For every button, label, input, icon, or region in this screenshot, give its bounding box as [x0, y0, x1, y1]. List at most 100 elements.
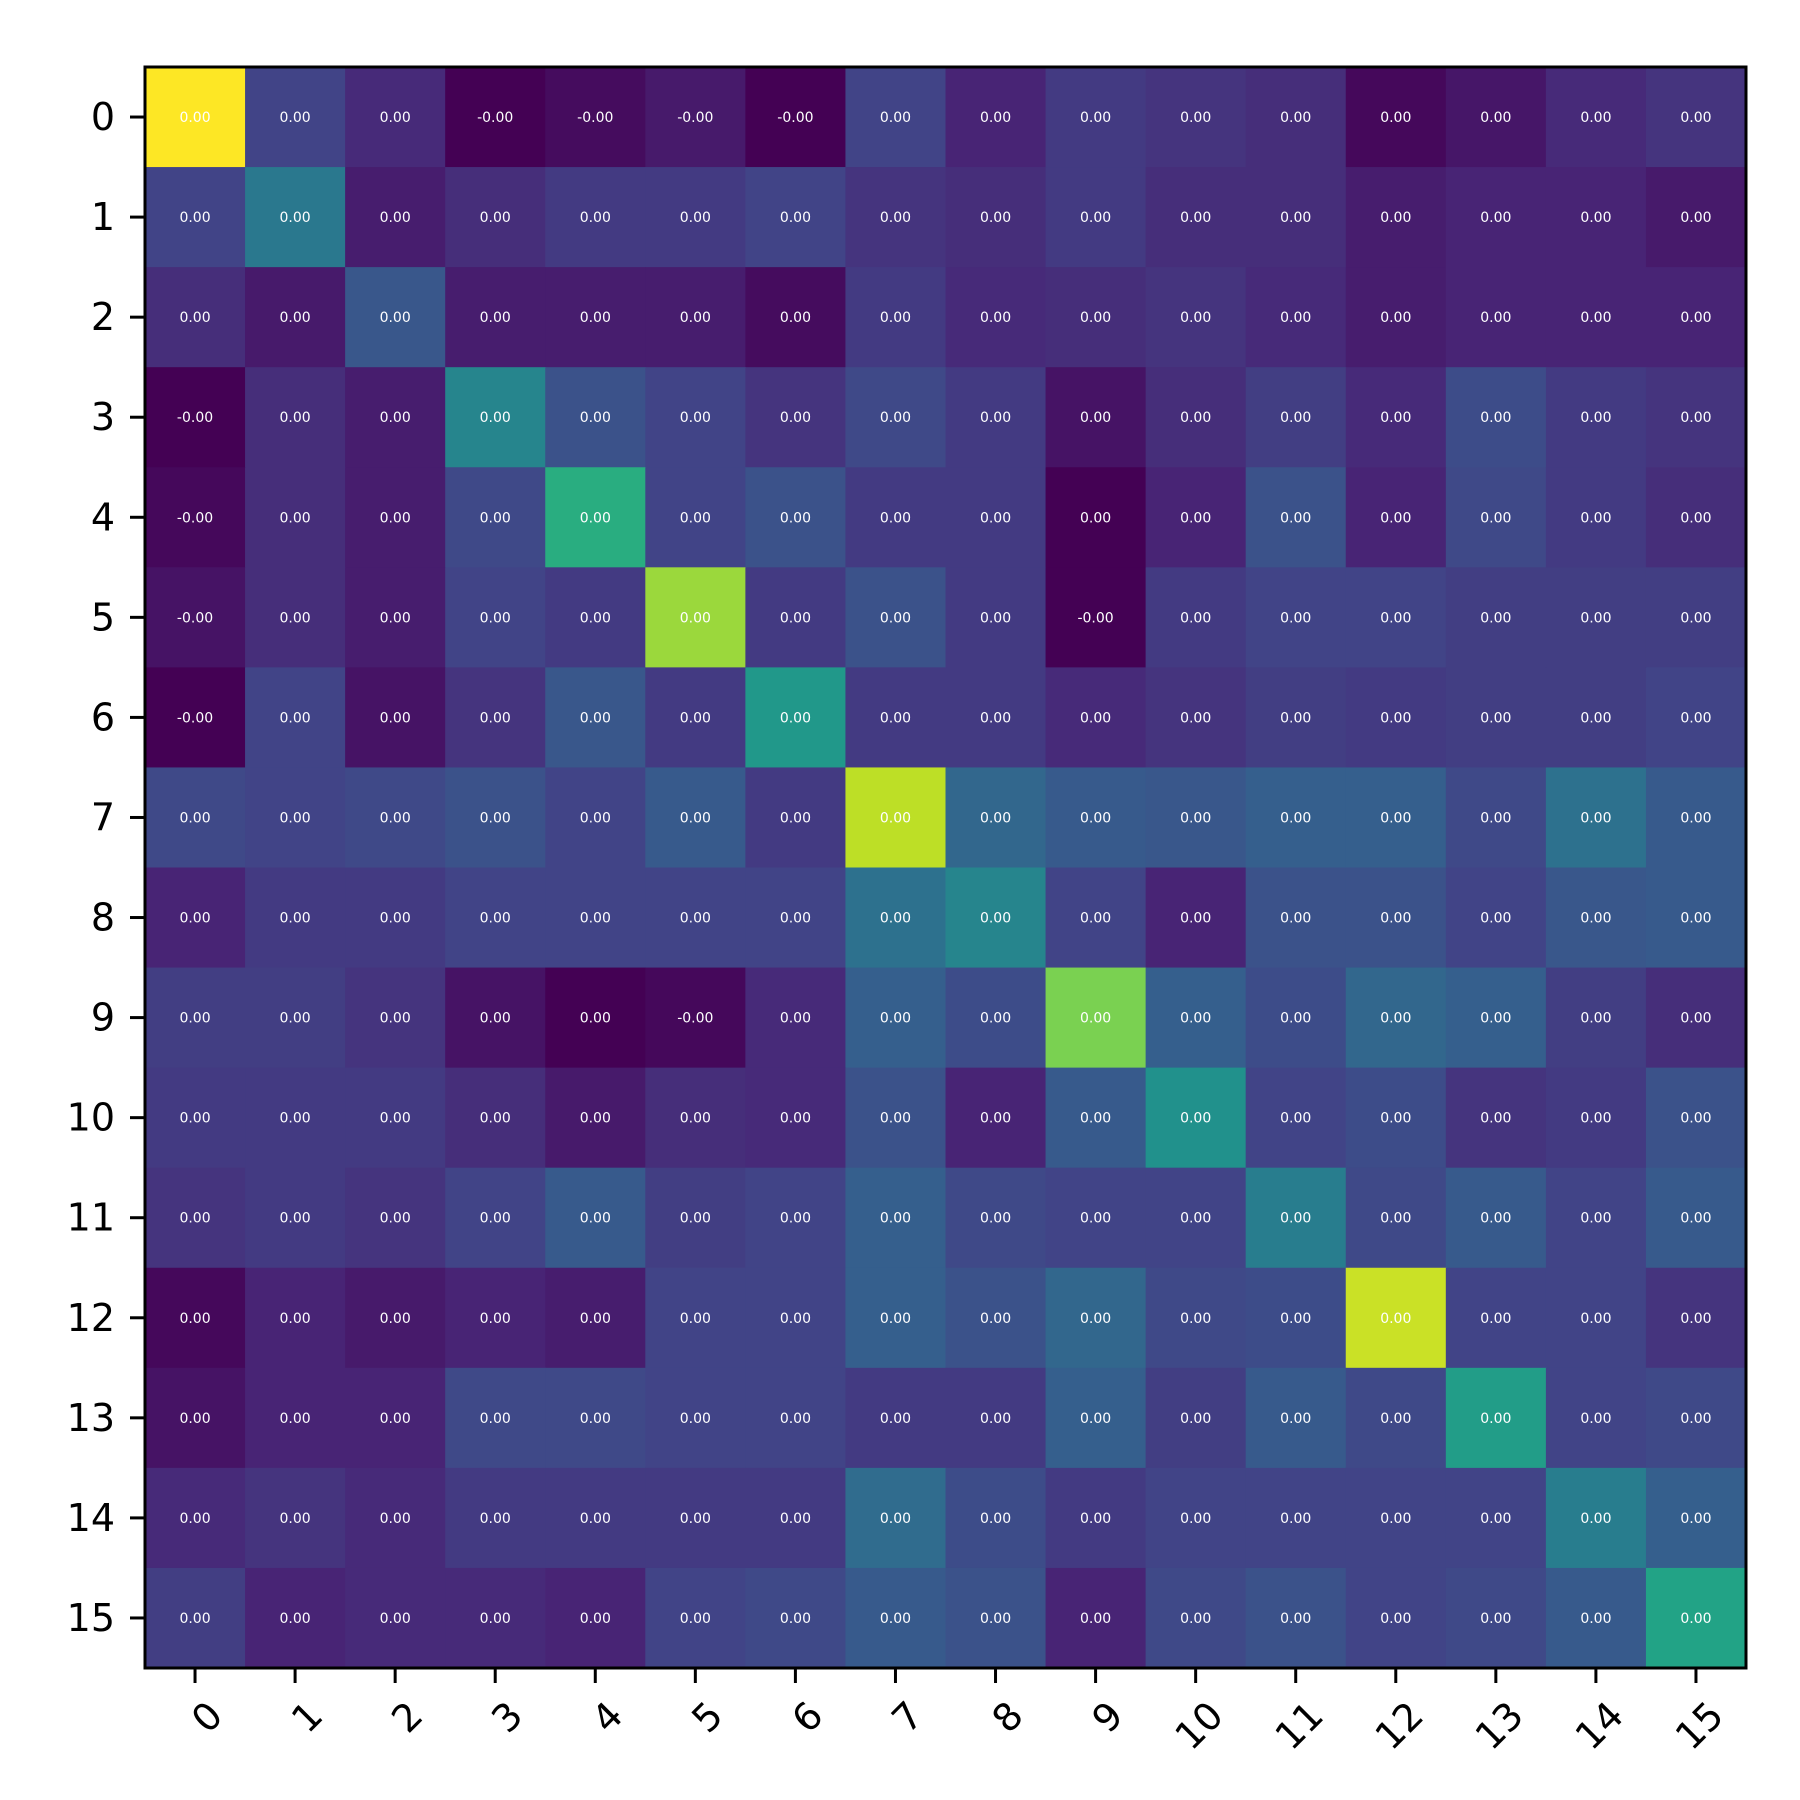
cell-value-label: 0.00 — [780, 1611, 811, 1627]
heatmap-cell — [445, 167, 546, 268]
cell-value-label: 0.00 — [1280, 1411, 1311, 1427]
cell-value-label: 0.00 — [880, 110, 911, 126]
heatmap-cell — [645, 167, 746, 268]
heatmap-cell — [1545, 867, 1647, 969]
heatmap-cell — [1345, 1267, 1447, 1369]
heatmap-cell — [1545, 167, 1647, 268]
heatmap-cell — [845, 967, 947, 1069]
cell-value-label: 0.00 — [280, 1511, 311, 1527]
cell-value-label: 0.00 — [780, 410, 811, 426]
cell-value-label: 0.00 — [780, 610, 811, 626]
cell-value-label: 0.00 — [880, 710, 911, 726]
cell-value-label: 0.00 — [1480, 1611, 1511, 1627]
cell-value-label: 0.00 — [1280, 911, 1311, 927]
cell-value-label: 0.00 — [1280, 110, 1311, 126]
heatmap-cell — [945, 67, 1047, 168]
heatmap-cell — [145, 467, 246, 568]
heatmap-cell — [1645, 1267, 1747, 1369]
cell-value-label: 0.00 — [1480, 1011, 1511, 1027]
cell-value-label: -0.00 — [477, 110, 513, 126]
heatmap-cell — [1645, 367, 1747, 468]
cell-value-label: 0.00 — [1380, 810, 1411, 826]
heatmap-cell — [1145, 1267, 1247, 1369]
heatmap-cell — [1345, 867, 1447, 969]
cell-value-label: 0.00 — [1280, 1311, 1311, 1327]
heatmap-cell — [845, 1367, 947, 1469]
cell-value-label: 0.00 — [580, 1111, 611, 1127]
cell-value-label: 0.00 — [380, 210, 411, 226]
cell-value-label: 0.00 — [179, 1511, 210, 1527]
cell-value-label: 0.00 — [1580, 610, 1611, 626]
cell-value-label: 0.00 — [1380, 410, 1411, 426]
heatmap-cell — [445, 667, 546, 769]
heatmap-cell — [1045, 767, 1147, 869]
cell-value-label: 0.00 — [1580, 1611, 1611, 1627]
heatmap-cell — [1145, 67, 1247, 168]
heatmap-cell — [1345, 767, 1447, 869]
heatmap-cell — [145, 1367, 246, 1469]
x-tick-label: 1 — [283, 1693, 331, 1741]
cell-value-label: 0.00 — [1180, 410, 1211, 426]
cell-value-label: 0.00 — [580, 1311, 611, 1327]
heatmap-cell — [245, 867, 346, 969]
heatmap-cell — [1545, 1267, 1647, 1369]
heatmap-cell — [745, 167, 847, 268]
cell-value-label: 0.00 — [1380, 310, 1411, 326]
heatmap-cell — [1345, 67, 1447, 168]
heatmap-cell — [445, 1267, 546, 1369]
cell-value-label: 0.00 — [1580, 911, 1611, 927]
heatmap-cell — [145, 967, 246, 1069]
cell-value-label: 0.00 — [980, 1311, 1011, 1327]
cell-value-label: 0.00 — [1180, 710, 1211, 726]
y-tick-label: 15 — [67, 1596, 115, 1640]
heatmap-cell — [1645, 1467, 1747, 1569]
cell-value-label: 0.00 — [1280, 410, 1311, 426]
heatmap-cell — [845, 1167, 947, 1269]
heatmap-cell — [1645, 567, 1747, 668]
heatmap-cell — [645, 367, 746, 468]
heatmap-cell — [145, 767, 246, 869]
cell-value-label: 0.00 — [780, 1011, 811, 1027]
cell-value-label: 0.00 — [280, 410, 311, 426]
heatmap-cell — [545, 1367, 646, 1469]
cell-value-label: -0.00 — [777, 110, 813, 126]
cell-value-label: 0.00 — [380, 710, 411, 726]
heatmap-cell — [1345, 467, 1447, 568]
cell-value-label: 0.00 — [880, 911, 911, 927]
heatmap-cell — [1045, 267, 1147, 368]
heatmap-cell — [245, 267, 346, 368]
cell-value-label: 0.00 — [680, 310, 711, 326]
cell-value-label: 0.00 — [1180, 510, 1211, 526]
cell-value-label: 0.00 — [1180, 810, 1211, 826]
cell-value-label: 0.00 — [1080, 1311, 1111, 1327]
cell-value-label: 0.00 — [1280, 610, 1311, 626]
heatmap-cell — [445, 967, 546, 1069]
heatmap-cell — [1145, 967, 1247, 1069]
cell-value-label: 0.00 — [980, 310, 1011, 326]
heatmap-cell — [945, 1067, 1047, 1169]
heatmap-cell — [1645, 1067, 1747, 1169]
cell-value-label: -0.00 — [1077, 610, 1113, 626]
cell-value-label: 0.00 — [280, 510, 311, 526]
heatmap-cell — [345, 267, 446, 368]
heatmap-cell — [145, 1267, 246, 1369]
cell-value-label: 0.00 — [1280, 210, 1311, 226]
cell-value-label: 0.00 — [179, 1611, 210, 1627]
heatmap-cell — [1245, 1567, 1347, 1669]
cell-value-label: 0.00 — [980, 1411, 1011, 1427]
cell-value-label: 0.00 — [1480, 710, 1511, 726]
y-tick-label: 11 — [67, 1196, 115, 1240]
cell-value-label: 0.00 — [580, 810, 611, 826]
heatmap-cell — [645, 1367, 746, 1469]
heatmap-cell — [1245, 767, 1347, 869]
heatmap-cell — [1545, 667, 1647, 769]
cell-value-label: 0.00 — [179, 810, 210, 826]
heatmap-cell — [845, 267, 947, 368]
x-tick-label: 6 — [783, 1693, 831, 1741]
cell-value-label: 0.00 — [480, 810, 511, 826]
cell-value-label: 0.00 — [880, 1011, 911, 1027]
heatmap-cell — [1445, 267, 1547, 368]
cell-value-label: 0.00 — [780, 1111, 811, 1127]
heatmap-cell — [345, 667, 446, 769]
